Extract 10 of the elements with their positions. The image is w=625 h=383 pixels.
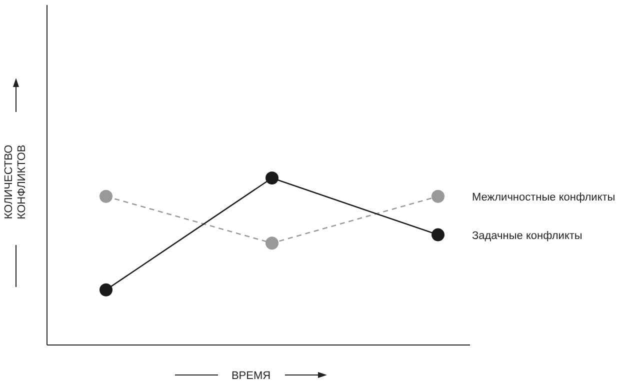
text: Межличностные конфликты: [472, 191, 616, 204]
point: [432, 190, 444, 203]
point: [432, 228, 444, 242]
point: [266, 172, 278, 185]
y-axis-title: КОЛИЧЕСТВО КОНФЛИКТОВ: [3, 144, 28, 220]
point: [100, 283, 112, 296]
point: [266, 236, 278, 250]
text: Задачные конфликты: [472, 230, 582, 242]
x-axis-title: ВРЕМЯ: [231, 370, 271, 382]
point: [100, 190, 112, 203]
